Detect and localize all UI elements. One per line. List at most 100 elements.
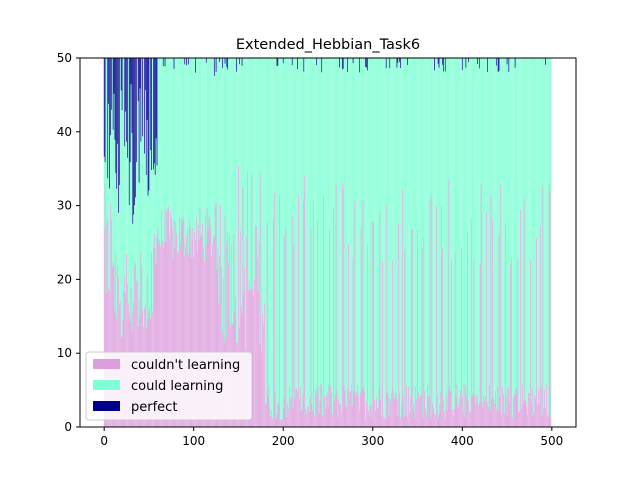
- bar-could-learning: [346, 58, 347, 407]
- bar-couldnt-learning: [492, 219, 493, 427]
- bar-couldnt-learning: [383, 417, 384, 427]
- bar-could-learning: [471, 58, 472, 218]
- bar-couldnt-learning: [328, 407, 329, 427]
- bar-could-learning: [232, 58, 233, 324]
- bar-couldnt-learning: [286, 228, 287, 427]
- bar-could-learning: [445, 72, 446, 419]
- bar-could-learning: [406, 58, 407, 386]
- bar-could-learning: [482, 58, 483, 402]
- bar-could-learning: [362, 58, 363, 389]
- bar-perfect: [134, 58, 135, 205]
- bar-couldnt-learning: [500, 184, 501, 427]
- bar-could-learning: [257, 58, 258, 259]
- bar-could-learning: [352, 58, 353, 406]
- bar-couldnt-learning: [320, 402, 321, 427]
- bar-couldnt-learning: [539, 403, 540, 427]
- bar-could-learning: [172, 58, 173, 228]
- bar-perfect: [184, 58, 185, 64]
- bar-couldnt-learning: [331, 393, 332, 427]
- bar-couldnt-learning: [456, 397, 457, 427]
- bar-could-learning: [236, 72, 237, 343]
- bar-couldnt-learning: [388, 394, 389, 427]
- bar-couldnt-learning: [421, 395, 422, 427]
- bar-could-learning: [296, 58, 297, 389]
- bar-perfect: [195, 58, 196, 73]
- bar-couldnt-learning: [419, 398, 420, 427]
- bar-could-learning: [106, 58, 107, 293]
- bar-could-learning: [414, 58, 415, 404]
- bar-couldnt-learning: [522, 385, 523, 427]
- bar-couldnt-learning: [375, 410, 376, 427]
- bar-couldnt-learning: [449, 180, 450, 427]
- bar-could-learning: [169, 58, 170, 237]
- bar-couldnt-learning: [255, 225, 256, 427]
- bar-could-learning: [406, 58, 407, 416]
- bar-could-learning: [218, 58, 219, 249]
- bar-couldnt-learning: [496, 409, 497, 427]
- bar-could-learning: [438, 64, 439, 419]
- bar-could-learning: [122, 110, 123, 338]
- bar-could-learning: [453, 58, 454, 417]
- x-tick-label: 300: [361, 434, 384, 448]
- bar-could-learning: [524, 58, 525, 199]
- bar-could-learning: [124, 58, 125, 291]
- bar-could-learning: [360, 58, 361, 393]
- bar-could-learning: [300, 58, 301, 387]
- bar-couldnt-learning: [430, 199, 431, 427]
- bar-couldnt-learning: [307, 407, 308, 427]
- bar-could-learning: [202, 58, 203, 223]
- bar-could-learning: [525, 58, 526, 400]
- bar-could-learning: [130, 162, 131, 321]
- bar-could-learning: [365, 67, 366, 419]
- bar-perfect: [366, 58, 367, 68]
- bar-could-learning: [165, 66, 166, 207]
- bar-perfect: [115, 58, 116, 173]
- bar-couldnt-learning: [413, 409, 414, 427]
- bar-could-learning: [418, 58, 419, 392]
- bar-perfect: [214, 58, 215, 76]
- y-tick-label: 50: [57, 51, 72, 65]
- bar-could-learning: [368, 58, 369, 409]
- bar-could-learning: [322, 58, 323, 415]
- bar-perfect: [140, 58, 141, 89]
- bar-perfect: [227, 58, 228, 69]
- bar-could-learning: [431, 58, 432, 419]
- bar-could-learning: [507, 64, 508, 415]
- bar-could-learning: [241, 58, 242, 306]
- bar-couldnt-learning: [353, 257, 354, 427]
- bar-couldnt-learning: [361, 228, 362, 427]
- legend: couldn't learningcould learningperfect: [86, 352, 252, 420]
- bar-perfect: [132, 58, 133, 224]
- bar-perfect: [499, 58, 500, 71]
- bar-could-learning: [267, 58, 268, 222]
- bar-could-learning: [456, 58, 457, 397]
- bar-could-learning: [328, 58, 329, 407]
- bar-couldnt-learning: [502, 386, 503, 427]
- bar-could-learning: [246, 58, 247, 236]
- bar-could-learning: [470, 58, 471, 413]
- bar-could-learning: [189, 58, 190, 219]
- bar-couldnt-learning: [416, 399, 417, 427]
- bar-could-learning: [421, 58, 422, 395]
- bar-could-learning: [427, 58, 428, 384]
- bar-couldnt-learning: [343, 189, 344, 427]
- bar-couldnt-learning: [533, 417, 534, 427]
- bar-could-learning: [144, 154, 145, 308]
- bar-could-learning: [534, 58, 535, 396]
- bar-couldnt-learning: [546, 384, 547, 427]
- bar-could-learning: [194, 58, 195, 232]
- bar-could-learning: [527, 58, 528, 415]
- bar-couldnt-learning: [303, 395, 304, 427]
- bar-couldnt-learning: [272, 418, 273, 427]
- bar-couldnt-learning: [333, 208, 334, 427]
- bar-couldnt-learning: [327, 393, 328, 427]
- bar-could-learning: [112, 58, 113, 267]
- bar-could-learning: [394, 58, 395, 399]
- bar-perfect: [110, 58, 111, 135]
- bar-could-learning: [225, 64, 226, 216]
- bar-could-learning: [350, 58, 351, 391]
- bar-could-learning: [329, 58, 330, 384]
- bar-could-learning: [173, 58, 174, 260]
- bar-could-learning: [286, 58, 287, 417]
- bar-could-learning: [301, 58, 302, 412]
